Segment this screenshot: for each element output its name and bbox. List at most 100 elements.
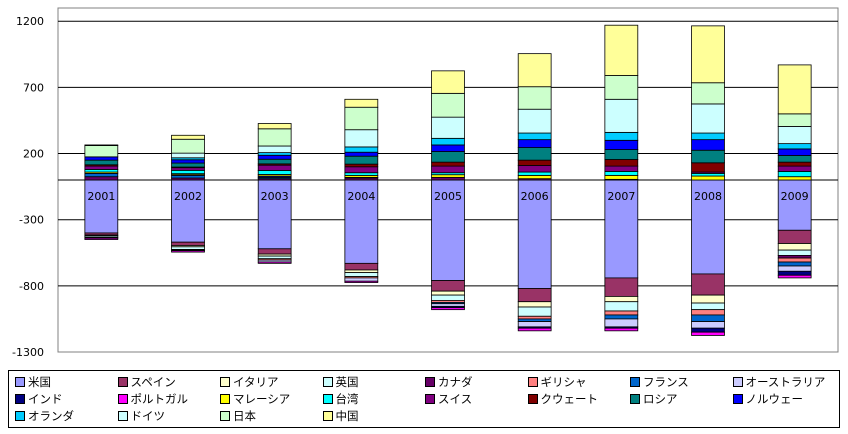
legend-swatch [220,411,230,421]
bar-segment [171,138,205,154]
bar-segment [691,103,725,134]
bar-segment [691,25,725,84]
bar-segment [777,229,812,244]
bar-segment [171,169,205,175]
bar-segment [777,170,812,178]
bar-segment [431,294,465,301]
bar-segment [84,159,119,166]
bar-segment [517,301,552,308]
bar-segment [84,156,119,161]
legend-label: フランス [643,375,689,389]
bar-segment [517,165,552,173]
legend-swatch [322,377,333,387]
bar-segment [691,327,725,333]
legend-swatch [425,394,435,404]
y-tick-label: 200 [23,148,44,161]
bar-segment [777,274,812,279]
bar-segment [604,139,639,150]
bar-segment [344,280,379,283]
bar-segment [517,327,552,332]
legend-label: 米国 [28,375,51,389]
bar-segment [431,280,465,292]
bar-segment [257,179,292,250]
legend-item: オーストラリア [732,375,836,389]
category-label: 2007 [607,190,635,203]
legend-label: マレーシア [233,392,291,406]
legend-label: イタリア [233,375,279,389]
bar-segment [777,155,812,163]
bar-segment [604,310,639,316]
category-label: 2003 [261,190,289,203]
category-labels: 2001 2002 2003 2004 2005 2006 2007 2008 2009 [87,190,808,203]
bar-segment [517,306,552,317]
bar-segment [517,321,552,328]
bar-segment [691,132,725,141]
bar-segment [777,265,812,272]
y-axis-ticks: 1200 700 200 -300 -800 -1300 [12,15,44,359]
legend-label: クウェート [540,392,599,406]
bar-segment [604,159,639,167]
bar-segment [777,126,812,145]
bar-segment [84,172,119,178]
legend-swatch [220,394,230,404]
bar-stacks [84,24,812,336]
bar-segment [691,309,725,316]
bar-segment [344,129,379,148]
bar-segment [777,165,812,172]
legend-items: 米国 スペイン イタリア 英国 カナダ ギリシャ フランス オーストラリア インド ポルトガル マレ… [15,375,835,423]
bar-segment [257,158,292,165]
bar-segment [431,144,465,152]
bar-segment [604,149,639,160]
bar-segment [777,249,812,256]
category-label: 2002 [174,190,202,203]
bar-segment [517,86,552,110]
legend-label: ポルトガル [130,392,189,406]
bar-segment [344,98,379,108]
bar-segment [691,139,725,151]
bar-segment [84,176,119,181]
legend-swatch [117,411,128,421]
legend-item: ドイツ [117,409,221,423]
bar-segment [691,331,725,336]
legend-item: ポルトガル [117,392,221,406]
bar-segment [517,288,552,303]
legend-swatch [527,377,538,387]
category-label: 2008 [694,190,722,203]
y-tick-label: -800 [19,280,44,293]
legend-swatch [117,377,128,387]
category-label: 2001 [87,190,115,203]
bar-segment [604,314,639,320]
legend-label: ドイツ [130,409,166,423]
legend-item: インド [15,392,118,406]
bar-segment [604,24,639,76]
y-tick-label: 1200 [16,15,44,28]
legend-swatch [117,394,128,404]
legend-label: スイス [438,392,473,406]
bar-segment [431,137,465,146]
bar-segment [431,307,465,311]
bar-segment [257,248,292,255]
legend-swatch [732,394,743,404]
legend-swatch [732,377,743,387]
bar-segment [431,151,465,163]
bar-segment [777,243,812,251]
bar-segment [691,294,725,304]
bar-segment [777,270,812,276]
legend-item: 台湾 [322,392,426,406]
bar-segment [344,155,379,165]
legend-item: イタリア [220,375,323,389]
legend-label: 日本 [233,409,256,423]
legend-swatch [15,377,25,387]
bar-segment [691,82,725,105]
bar-segment [257,261,292,264]
bar-segment [517,159,552,166]
bar-segment [171,134,205,140]
bar-segment [777,257,812,263]
bar-segment [257,145,292,154]
bar-segment [604,98,639,133]
legend-swatch [220,377,230,387]
legend-label: ノルウェー [745,392,804,406]
legend-swatch [15,394,25,404]
legend-label: ロシア [643,392,678,406]
bar-segment [517,147,552,161]
